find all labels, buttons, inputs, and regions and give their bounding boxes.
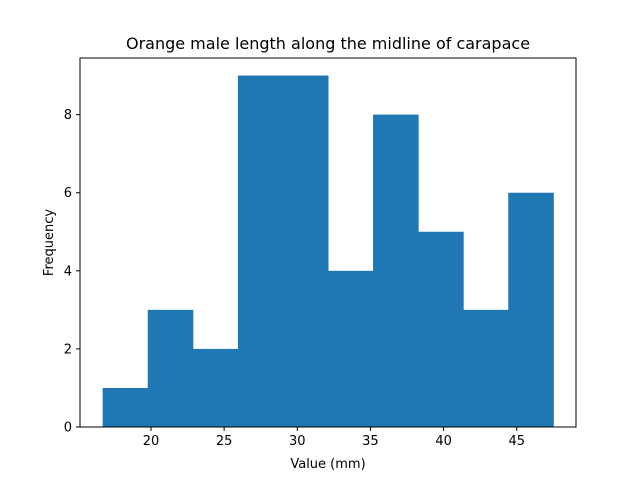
x-tick-label: 45 (508, 434, 525, 449)
histogram-bar (102, 387, 149, 427)
y-axis: 0 2 4 6 8 (64, 108, 80, 436)
y-tick-label: 8 (64, 108, 72, 123)
histogram-bar (192, 348, 239, 427)
histogram-bar (237, 75, 284, 428)
x-tick-label: 40 (435, 434, 452, 449)
bars-group (102, 75, 554, 428)
y-axis-label: Frequency (42, 209, 57, 276)
histogram-bar (373, 114, 419, 427)
y-tick-label: 4 (64, 264, 72, 279)
histogram-bar (463, 309, 509, 427)
plot-frame (79, 57, 577, 428)
x-tick-label: 30 (289, 434, 306, 449)
x-axis-label: Value (mm) (290, 457, 365, 472)
y-tick-label: 0 (64, 421, 72, 436)
y-tick-label: 6 (64, 186, 72, 201)
x-axis: 20 25 30 35 40 45 (143, 427, 525, 449)
histogram-bar (418, 231, 464, 427)
histogram-bar (328, 270, 374, 427)
histogram-bar (508, 192, 554, 427)
chart-title: Orange male length along the midline of … (126, 34, 530, 53)
histogram-bar (282, 75, 329, 428)
x-tick-label: 20 (143, 434, 160, 449)
histogram-bar (147, 309, 194, 427)
x-tick-label: 35 (362, 434, 379, 449)
y-tick-label: 2 (64, 342, 72, 357)
x-tick-label: 25 (216, 434, 233, 449)
